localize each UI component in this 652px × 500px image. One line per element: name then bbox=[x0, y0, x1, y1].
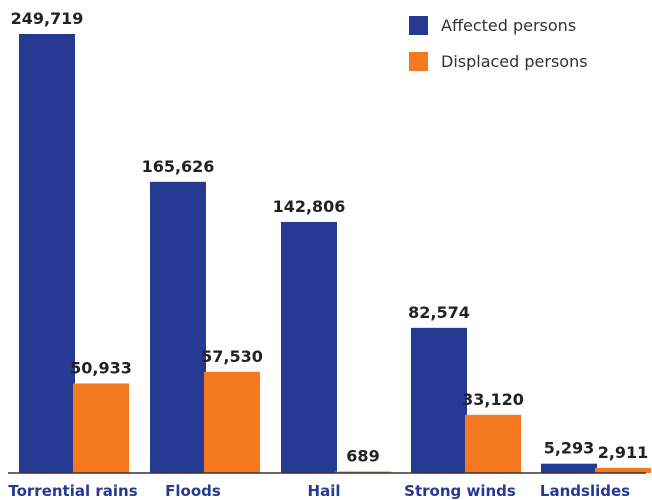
legend-swatch-affected-persons bbox=[409, 16, 428, 35]
bar-displaced-persons-floods bbox=[204, 371, 260, 473]
legend: Affected persons Displaced persons bbox=[409, 16, 588, 71]
value-label-displaced-persons-landslides: 2,911 bbox=[598, 443, 649, 462]
category-label-strong-winds: Strong winds bbox=[404, 482, 516, 500]
bar-displaced-persons-strong-winds bbox=[465, 414, 521, 473]
category-label-torrential-rains: Torrential rains bbox=[8, 482, 137, 500]
bar-affected-persons-strong-winds bbox=[411, 327, 467, 473]
value-label-affected-persons-strong-winds: 82,574 bbox=[408, 303, 470, 322]
bar-affected-persons-landslides bbox=[541, 463, 597, 473]
category-label-hail: Hail bbox=[308, 482, 341, 500]
value-label-affected-persons-landslides: 5,293 bbox=[544, 439, 595, 458]
legend-swatch-displaced-persons bbox=[409, 52, 428, 71]
value-labels-group: 249,719 165,626 142,806 82,574 5,293 50,933 57… bbox=[11, 9, 649, 466]
value-label-displaced-persons-strong-winds: 33,120 bbox=[462, 390, 524, 409]
legend-label-displaced-persons: Displaced persons bbox=[441, 52, 588, 71]
category-label-floods: Floods bbox=[165, 482, 221, 500]
bar-affected-persons-hail bbox=[281, 221, 337, 473]
value-label-affected-persons-floods: 165,626 bbox=[142, 157, 215, 176]
value-label-displaced-persons-torrential-rains: 50,933 bbox=[70, 358, 132, 377]
legend-label-affected-persons: Affected persons bbox=[441, 16, 576, 35]
bar-displaced-persons-landslides bbox=[595, 467, 651, 473]
value-label-affected-persons-torrential-rains: 249,719 bbox=[11, 9, 84, 28]
value-label-displaced-persons-hail: 689 bbox=[346, 447, 379, 466]
category-label-landslides: Landslides bbox=[540, 482, 630, 500]
bar-affected-persons-floods bbox=[150, 181, 206, 473]
bars-group bbox=[19, 34, 651, 473]
bar-displaced-persons-torrential-rains bbox=[73, 383, 129, 473]
value-label-displaced-persons-floods: 57,530 bbox=[201, 347, 263, 366]
category-labels-group: Torrential rains Floods Hail Strong winds La… bbox=[8, 482, 630, 500]
value-label-affected-persons-hail: 142,806 bbox=[273, 197, 346, 216]
bar-affected-persons-torrential-rains bbox=[19, 34, 75, 473]
